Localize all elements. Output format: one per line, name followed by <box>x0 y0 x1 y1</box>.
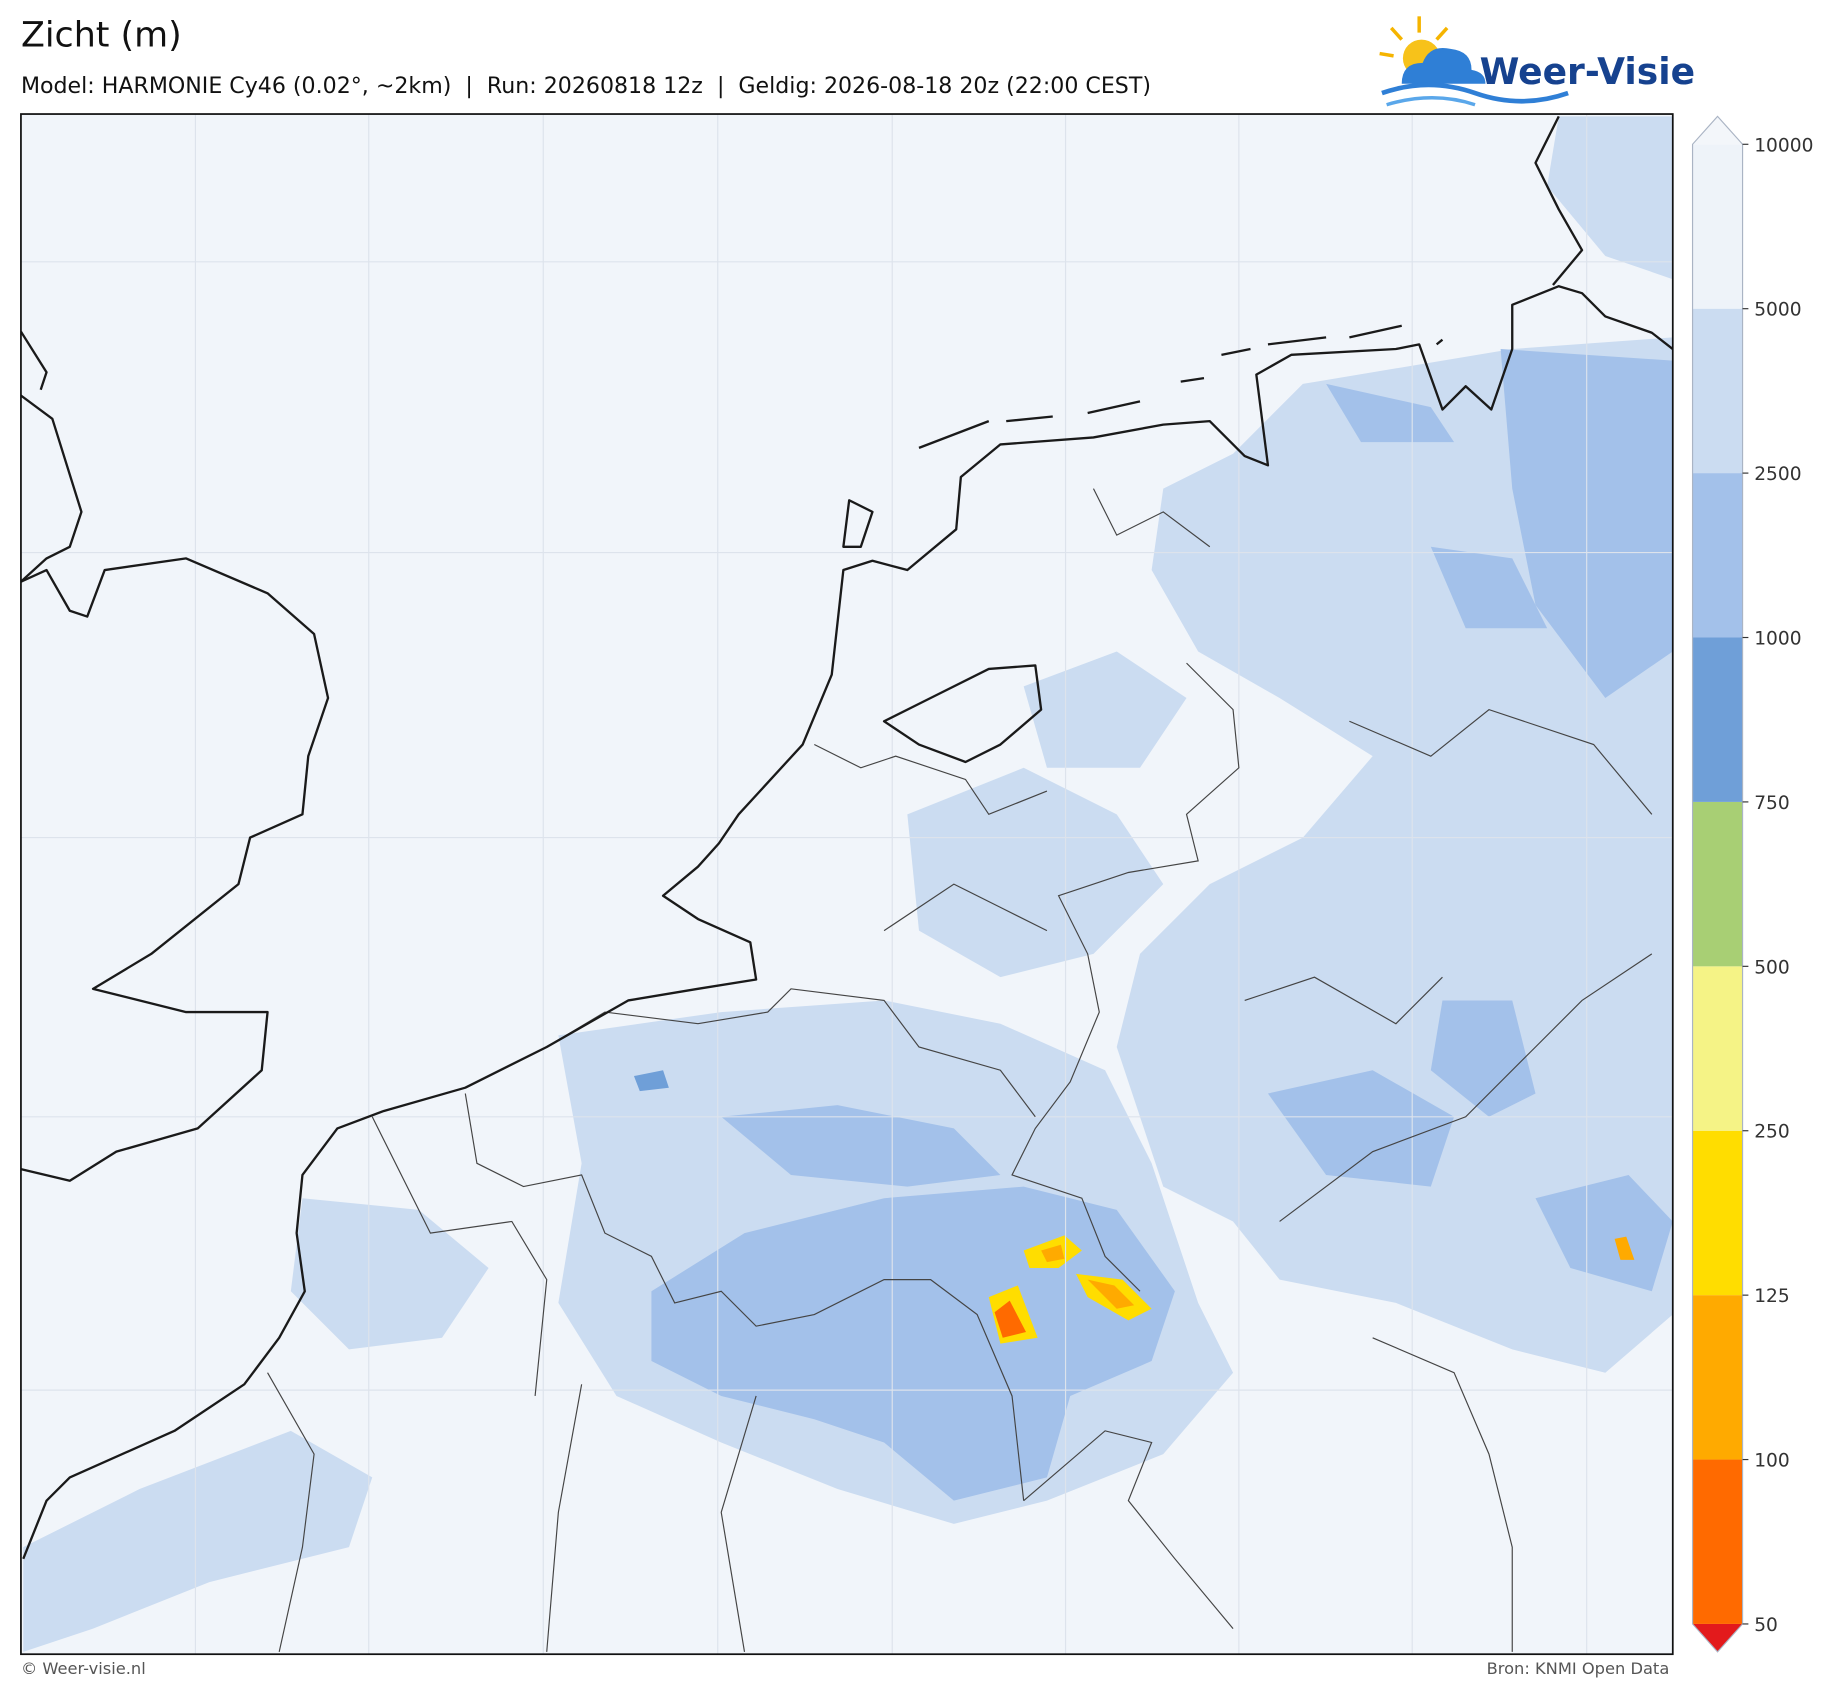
visibility-area <box>1267 1070 1455 1187</box>
visibility-area <box>721 1105 1001 1187</box>
title: Zicht (m) <box>21 16 182 56</box>
colorbar-label: 1000 <box>1754 628 1801 649</box>
footer-right: Bron: KNMI Open Data <box>1487 1659 1670 1678</box>
colorbar: 50 100 125 250 500 750 1000 2500 5000 10000 <box>1691 115 1813 1653</box>
visibility-area <box>1535 1174 1673 1292</box>
visibility-area <box>994 1300 1026 1338</box>
colorbar-segment <box>1692 1295 1743 1460</box>
visibility-area <box>1023 651 1187 768</box>
visibility-area <box>1614 1236 1635 1260</box>
colorbar-segment <box>1692 637 1743 802</box>
colorbar-segment <box>1692 1459 1743 1624</box>
colorbar-segment <box>1692 1130 1743 1296</box>
colorbar-segment <box>1692 473 1743 638</box>
graticule <box>20 114 1673 1655</box>
visibility-area <box>1430 1000 1536 1117</box>
footer-left: © Weer-visie.nl <box>21 1659 146 1678</box>
logo: Weer-Visie <box>1379 16 1695 107</box>
coastlines <box>20 115 1673 1560</box>
visibility-area <box>1041 1244 1065 1263</box>
visibility-area <box>1326 383 1455 443</box>
visibility-area <box>633 1070 669 1092</box>
map-frame <box>20 113 1674 1656</box>
colorbar-label: 125 <box>1754 1286 1790 1307</box>
colorbar-label: 100 <box>1754 1451 1790 1472</box>
visibility-field <box>23 116 1673 1652</box>
visibility-area <box>1430 546 1548 629</box>
colorbar-segment <box>1692 801 1743 967</box>
colorbar-label: 5000 <box>1754 300 1801 321</box>
colorbar-label: 2500 <box>1754 464 1801 485</box>
colorbar-under <box>1692 1623 1743 1652</box>
colorbar-label: 500 <box>1754 957 1790 978</box>
subtitle: Model: HARMONIE Cy46 (0.02°, ~2km) | Run… <box>21 73 1151 99</box>
colorbar-label: 50 <box>1754 1615 1778 1636</box>
colorbar-segment <box>1692 144 1743 309</box>
colorbar-over <box>1692 116 1743 145</box>
colorbar-label: 10000 <box>1754 135 1813 156</box>
colorbar-label: 250 <box>1754 1122 1790 1143</box>
visibility-area <box>1087 1279 1135 1309</box>
colorbar-label: 750 <box>1754 793 1790 814</box>
visibility-area <box>290 1198 489 1350</box>
visibility-area <box>23 1430 373 1652</box>
colorbar-segment <box>1692 966 1743 1131</box>
visibility-area <box>1547 116 1673 280</box>
logo-text: Weer-Visie <box>1480 51 1695 93</box>
visibility-area <box>907 767 1164 978</box>
borders <box>267 488 1653 1653</box>
map <box>20 114 1673 1655</box>
colorbar-segment <box>1692 308 1743 474</box>
